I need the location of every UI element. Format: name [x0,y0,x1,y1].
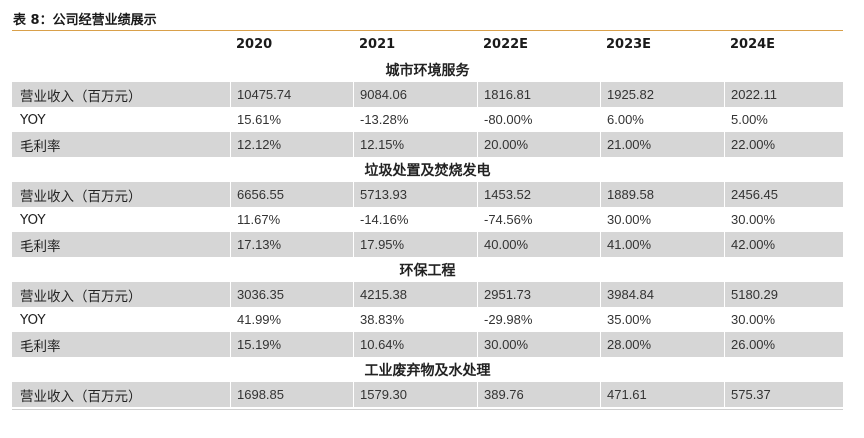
value-cell: 1816.81 [477,82,600,107]
row-label: YOY [12,307,230,332]
value-cell: -13.28% [353,107,477,132]
row-label: 毛利率 [12,332,230,357]
row-label: YOY [12,207,230,232]
header-cell: 2021 [359,36,396,52]
section-title: 环保工程 [12,257,843,282]
row-label: 营业收入（百万元） [12,382,230,407]
table-row: YOY 11.67% -14.16% -74.56% 30.00% 30.00% [12,207,843,232]
value-cell: 2022.11 [724,82,843,107]
header-cell: 2023E [606,36,652,52]
section-title: 垃圾处置及焚烧发电 [12,157,843,182]
value-cell: 6.00% [600,107,724,132]
value-cell: 12.12% [230,132,353,157]
value-cell: 42.00% [724,232,843,257]
value-cell: 5.00% [724,107,843,132]
table-row: YOY 15.61% -13.28% -80.00% 6.00% 5.00% [12,107,843,132]
table-row: 毛利率 15.19% 10.64% 30.00% 28.00% 26.00% [12,332,843,357]
value-cell: 2951.73 [477,282,600,307]
value-cell: 10475.74 [230,82,353,107]
value-cell: 30.00% [600,207,724,232]
value-cell: -74.56% [477,207,600,232]
value-cell: 2456.45 [724,182,843,207]
header-row: 2020 2021 2022E 2023E 2024E [12,31,843,57]
value-cell: 1579.30 [353,382,477,407]
value-cell: 15.61% [230,107,353,132]
value-cell: 30.00% [724,307,843,332]
value-cell: 1925.82 [600,82,724,107]
value-cell: 41.99% [230,307,353,332]
section-title: 工业废弃物及水处理 [12,357,843,382]
section-header-row: 城市环境服务 [12,57,843,82]
row-label: 营业收入（百万元） [12,82,230,107]
value-cell: 17.13% [230,232,353,257]
table-row: 营业收入（百万元） 10475.74 9084.06 1816.81 1925.82 20… [12,82,843,107]
value-cell: 3984.84 [600,282,724,307]
row-label: 毛利率 [12,232,230,257]
value-cell: -14.16% [353,207,477,232]
row-label: 毛利率 [12,132,230,157]
value-cell: 40.00% [477,232,600,257]
value-cell: 22.00% [724,132,843,157]
value-cell: 17.95% [353,232,477,257]
table-row: 营业收入（百万元） 3036.35 4215.38 2951.73 3984.84 518… [12,282,843,307]
row-label: YOY [12,107,230,132]
table-row: 营业收入（百万元） 6656.55 5713.93 1453.52 1889.58 245… [12,182,843,207]
value-cell: 575.37 [724,382,843,407]
header-cell: 2020 [236,36,273,52]
value-cell: 30.00% [477,332,600,357]
value-cell: 12.15% [353,132,477,157]
value-cell: 3036.35 [230,282,353,307]
value-cell: 41.00% [600,232,724,257]
bottom-rule [12,409,843,410]
value-cell: 28.00% [600,332,724,357]
value-cell: 4215.38 [353,282,477,307]
value-cell: 1698.85 [230,382,353,407]
value-cell: 11.67% [230,207,353,232]
top-rule [12,30,843,31]
value-cell: 1453.52 [477,182,600,207]
value-cell: 38.83% [353,307,477,332]
value-cell: 5180.29 [724,282,843,307]
header-cell: 2024E [730,36,776,52]
value-cell: -80.00% [477,107,600,132]
value-cell: 26.00% [724,332,843,357]
value-cell: 6656.55 [230,182,353,207]
section-header-row: 环保工程 [12,257,843,282]
row-label: 营业收入（百万元） [12,282,230,307]
section-header-row: 垃圾处置及焚烧发电 [12,157,843,182]
value-cell: 389.76 [477,382,600,407]
value-cell: 1889.58 [600,182,724,207]
performance-table: 2020 2021 2022E 2023E 2024E 城市环境服务 营业收入（百… [12,31,843,407]
table-row: 毛利率 12.12% 12.15% 20.00% 21.00% 22.00% [12,132,843,157]
table-row: 毛利率 17.13% 17.95% 40.00% 41.00% 42.00% [12,232,843,257]
value-cell: 471.61 [600,382,724,407]
header-cell [12,31,230,57]
section-title: 城市环境服务 [12,57,843,82]
row-label: 营业收入（百万元） [12,182,230,207]
value-cell: 21.00% [600,132,724,157]
section-header-row: 工业废弃物及水处理 [12,357,843,382]
value-cell: 5713.93 [353,182,477,207]
value-cell: 20.00% [477,132,600,157]
value-cell: 9084.06 [353,82,477,107]
table-caption: 表 8：公司经营业绩展示 [13,13,157,28]
value-cell: 30.00% [724,207,843,232]
value-cell: -29.98% [477,307,600,332]
header-cell: 2022E [483,36,529,52]
value-cell: 15.19% [230,332,353,357]
table-row: 营业收入（百万元） 1698.85 1579.30 389.76 471.61 575.3… [12,382,843,407]
value-cell: 35.00% [600,307,724,332]
value-cell: 10.64% [353,332,477,357]
table-row: YOY 41.99% 38.83% -29.98% 35.00% 30.00% [12,307,843,332]
